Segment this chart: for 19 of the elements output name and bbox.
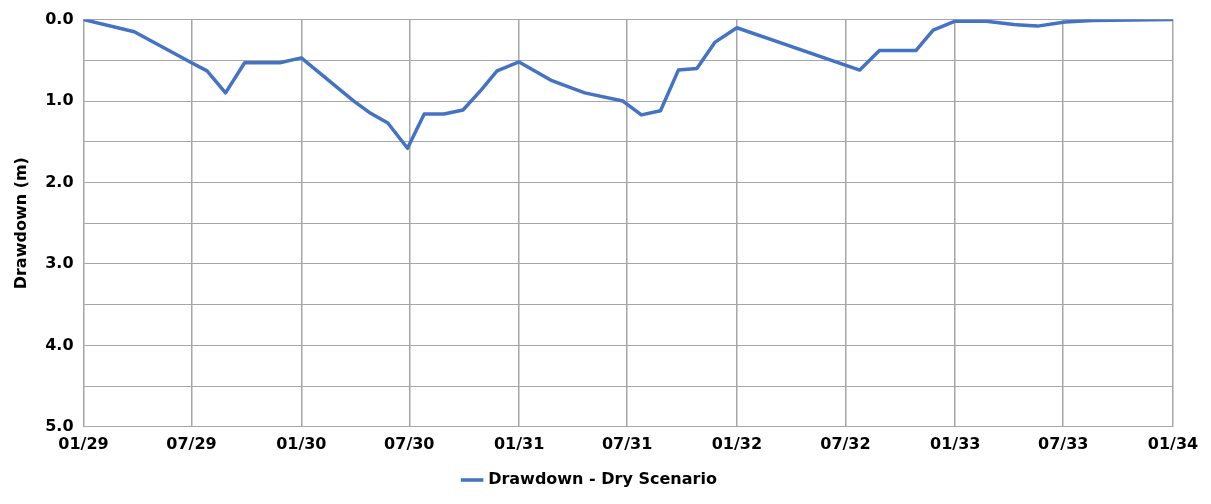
y-tick-label: 3.0 bbox=[45, 253, 74, 273]
x-tick-label: 07/29 bbox=[166, 433, 217, 453]
y-tick-label: 4.0 bbox=[45, 334, 74, 354]
x-tick-label: 07/31 bbox=[601, 433, 653, 453]
x-tick-label: 07/30 bbox=[384, 433, 435, 453]
y-tick-label: 5.0 bbox=[45, 415, 74, 435]
x-tick-label: 01/33 bbox=[930, 433, 981, 453]
x-tick-label: 01/30 bbox=[276, 433, 327, 453]
y-axis-title: Drawdown (m) bbox=[10, 157, 30, 290]
y-tick-label: 0.0 bbox=[45, 8, 74, 28]
x-tick-label: 01/34 bbox=[1147, 433, 1199, 453]
x-tick-label: 07/33 bbox=[1038, 433, 1089, 453]
x-tick-label: 01/31 bbox=[493, 433, 545, 453]
y-tick-label: 1.0 bbox=[45, 90, 74, 110]
x-tick-label: 01/29 bbox=[58, 433, 109, 453]
x-tick-label: 07/32 bbox=[820, 433, 871, 453]
x-tick-label: 01/32 bbox=[711, 433, 763, 453]
y-tick-label: 2.0 bbox=[45, 171, 74, 191]
legend-label: Drawdown - Dry Scenario bbox=[488, 469, 717, 489]
